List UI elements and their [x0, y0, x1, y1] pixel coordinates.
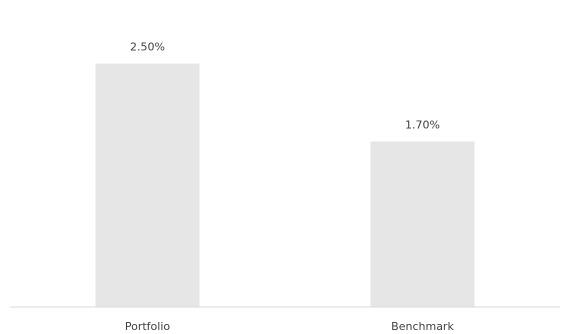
x-tick-label-portfolio: Portfolio: [125, 320, 171, 333]
x-tick-label-benchmark: Benchmark: [391, 320, 454, 333]
bar-portfolio: [95, 63, 200, 307]
bars-layer: [95, 63, 475, 307]
bar-benchmark: [370, 141, 475, 307]
labels-layer: 2.50% Portfolio 1.70% Benchmark: [125, 41, 455, 333]
data-label-benchmark: 1.70%: [405, 119, 440, 132]
data-label-portfolio: 2.50%: [130, 41, 165, 54]
